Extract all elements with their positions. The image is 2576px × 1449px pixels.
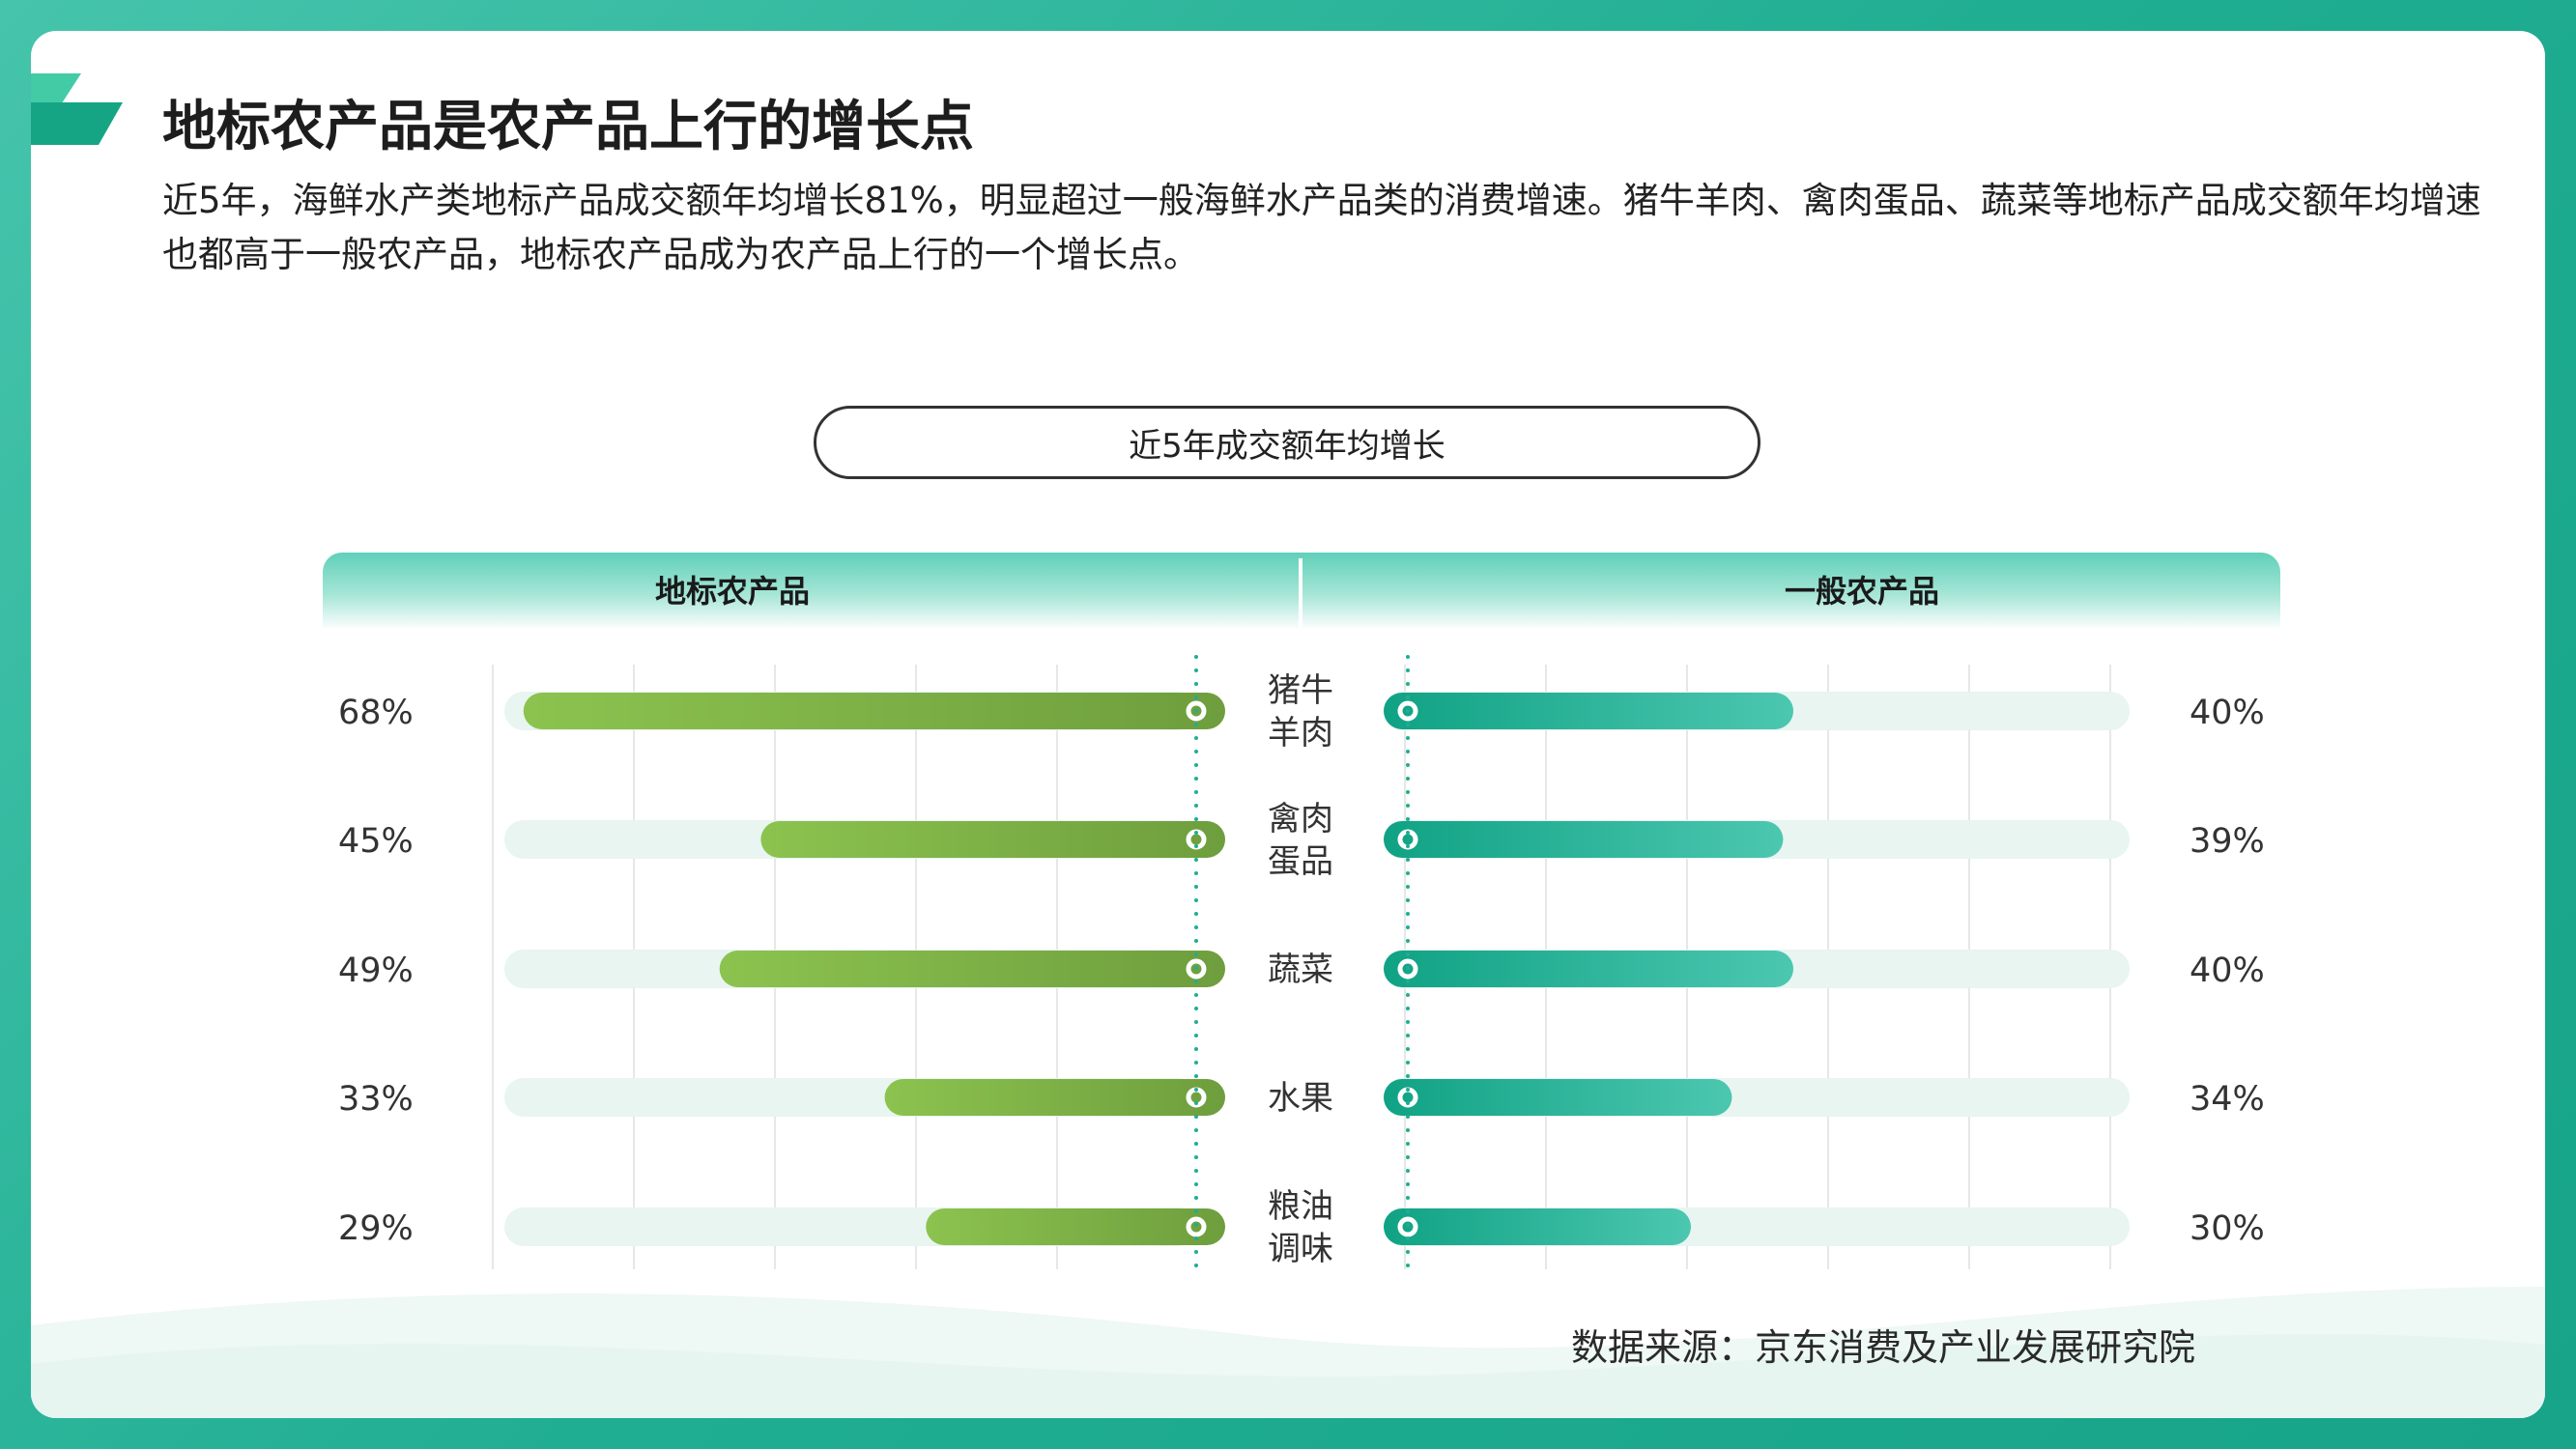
right-bar — [1384, 951, 1793, 987]
category-label: 水果 — [1268, 1079, 1333, 1118]
left-bar-marker — [1186, 1216, 1207, 1237]
chart-title-pill: 近5年成交额年均增长 — [814, 406, 1760, 479]
left-bar-marker — [1186, 700, 1207, 722]
left-value-label: 29% — [338, 1209, 414, 1248]
butterfly-bar-chart: 68% 40% 猪牛羊肉 45% 39% 禽肉蛋品 49% 40% 蔬菜 33% 34% 水果 29% 3… — [338, 655, 2265, 1279]
right-value-label: 39% — [2190, 822, 2265, 861]
background-waves — [31, 1287, 2545, 1418]
left-bar — [926, 1208, 1225, 1245]
category-label: 调味 — [1268, 1230, 1333, 1268]
category-label: 羊肉 — [1268, 714, 1333, 753]
data-source: 数据来源：京东消费及产业发展研究院 — [1571, 1326, 2196, 1369]
left-value-label: 33% — [338, 1080, 414, 1119]
right-value-label: 34% — [2190, 1080, 2265, 1119]
left-bar — [760, 821, 1225, 858]
chart-title: 近5年成交额年均增长 — [1129, 426, 1445, 466]
content-card: 地标农产品是农产品上行的增长点 近5年，海鲜水产类地标产品成交额年均增长81%，… — [31, 31, 2545, 1418]
right-bar — [1384, 693, 1793, 729]
left-bar-marker — [1186, 958, 1207, 980]
category-label: 猪牛 — [1268, 671, 1333, 710]
right-value-label: 40% — [2190, 952, 2265, 990]
right-bar-marker — [1397, 958, 1418, 980]
right-bar — [1384, 1208, 1691, 1245]
left-value-label: 49% — [338, 952, 414, 990]
right-bar — [1384, 1079, 1732, 1116]
right-column-header: 一般农产品 — [1785, 573, 1940, 610]
right-bar-marker — [1397, 700, 1418, 722]
right-value-label: 40% — [2190, 694, 2265, 732]
category-label: 蛋品 — [1268, 842, 1333, 881]
category-label: 粮油 — [1268, 1187, 1333, 1226]
left-value-label: 68% — [338, 694, 414, 732]
page-title: 地标农产品是农产品上行的增长点 — [162, 96, 974, 158]
left-bar — [523, 693, 1225, 729]
page-description: 近5年，海鲜水产类地标产品成交额年均增长81%，明显超过一般海鲜水产品类的消费增… — [162, 180, 2481, 275]
left-column-header: 地标农产品 — [655, 573, 811, 610]
left-bar — [884, 1079, 1225, 1116]
right-bar-marker — [1397, 1216, 1418, 1237]
right-value-label: 30% — [2190, 1209, 2265, 1248]
category-label: 禽肉 — [1268, 800, 1333, 838]
column-header-divider — [1299, 558, 1302, 628]
right-bar — [1384, 821, 1784, 858]
category-label: 蔬菜 — [1268, 951, 1333, 989]
left-bar — [719, 951, 1225, 987]
left-value-label: 45% — [338, 822, 414, 861]
